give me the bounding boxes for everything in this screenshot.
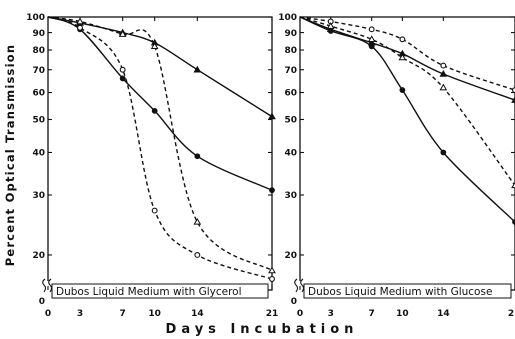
x-tick-label: 14: [191, 309, 204, 319]
data-point: [398, 53, 407, 61]
plot-frame: [47, 16, 273, 291]
data-point: [327, 28, 334, 34]
data-point: [269, 187, 275, 194]
y-tick-label: 70: [284, 66, 297, 76]
data-point: [193, 65, 202, 73]
data-point: [368, 43, 375, 50]
x-tick-label: 21: [266, 309, 279, 319]
data-point: [119, 66, 126, 73]
panel-title: Dubos Liquid Medium with Glucose: [308, 286, 492, 298]
y-tick-label: 20: [32, 251, 45, 261]
axis-break-mark: [42, 278, 53, 293]
data-point: [511, 181, 515, 189]
x-tick-label: 10: [148, 309, 161, 319]
panel-title: Dubos Liquid Medium with Glycerol: [56, 286, 242, 298]
x-tick-label: 14: [437, 309, 450, 319]
x-tick-label: 7: [120, 309, 126, 319]
chart-panel-2: 100 90 80 70 60 50 40 30 20 00 3 7 10 14 2 Dubos Liquid…: [278, 13, 515, 319]
data-point: [119, 75, 126, 82]
data-point: [511, 96, 515, 103]
series-line: [299, 16, 515, 223]
data-point: [194, 153, 201, 160]
series-3: [299, 16, 515, 94]
data-point: [326, 22, 335, 29]
x-tick-label: 3: [77, 309, 83, 319]
x-tick-label: 2: [508, 309, 514, 319]
data-point: [77, 24, 83, 31]
y-break-label: 0: [39, 297, 45, 307]
series-3: [47, 16, 275, 282]
data-point: [439, 70, 448, 77]
y-tick-label: 100: [278, 13, 297, 23]
series-2: [47, 16, 275, 194]
y-tick-label: 90: [284, 29, 297, 39]
y-tick-label: 20: [284, 251, 297, 261]
series-4: [47, 16, 276, 274]
data-point: [268, 266, 276, 274]
data-point: [150, 42, 159, 50]
data-point: [193, 217, 202, 225]
series-line: [47, 16, 273, 272]
y-tick-label: 50: [32, 116, 45, 126]
data-point: [269, 276, 275, 282]
series-line: [47, 16, 273, 280]
y-tick-label: 80: [32, 46, 45, 56]
axis-break-mark: [294, 278, 305, 293]
data-point: [118, 30, 127, 37]
data-point: [368, 26, 375, 33]
data-point: [399, 87, 406, 93]
y-tick-label: 40: [284, 149, 297, 159]
data-point: [268, 112, 276, 120]
chart-panel-1: 100 90 80 70 60 50 40 30 20 00 3 7 10 14 21 Dubos Liqui…: [26, 13, 278, 319]
y-tick-label: 30: [32, 191, 45, 201]
y-tick-label: 40: [32, 149, 45, 159]
data-point: [440, 62, 447, 69]
series-line: [299, 16, 515, 186]
y-tick-label: 90: [32, 29, 45, 39]
data-point: [151, 107, 158, 114]
data-point: [367, 35, 376, 43]
plot-frame: [299, 16, 515, 291]
y-tick-label: 60: [32, 89, 45, 99]
series-2: [299, 16, 515, 225]
x-tick-label: 7: [369, 309, 375, 319]
x-tick-label: 10: [396, 309, 409, 319]
x-axis-label: Days Incubation: [166, 322, 359, 337]
y-tick-label: 70: [32, 66, 45, 76]
y-axis-label: Percent Optical Transmission: [3, 44, 17, 266]
series-line: [47, 16, 273, 191]
data-point: [439, 83, 448, 91]
x-tick-label: 0: [297, 309, 303, 319]
y-break-label: 0: [291, 297, 297, 307]
data-point: [399, 36, 406, 43]
y-tick-label: 100: [26, 13, 45, 23]
y-tick-label: 60: [284, 89, 297, 99]
series-4: [299, 16, 515, 189]
y-tick-label: 30: [284, 191, 297, 201]
data-point: [151, 207, 158, 214]
x-tick-label: 0: [45, 309, 51, 319]
y-tick-label: 80: [284, 46, 297, 56]
y-tick-label: 50: [284, 116, 297, 126]
panel-caption-box: [303, 283, 512, 299]
data-point: [440, 149, 447, 156]
x-tick-label: 3: [328, 309, 334, 319]
data-point: [194, 252, 201, 258]
data-point: [76, 17, 84, 25]
panel-caption-box: [51, 283, 269, 299]
